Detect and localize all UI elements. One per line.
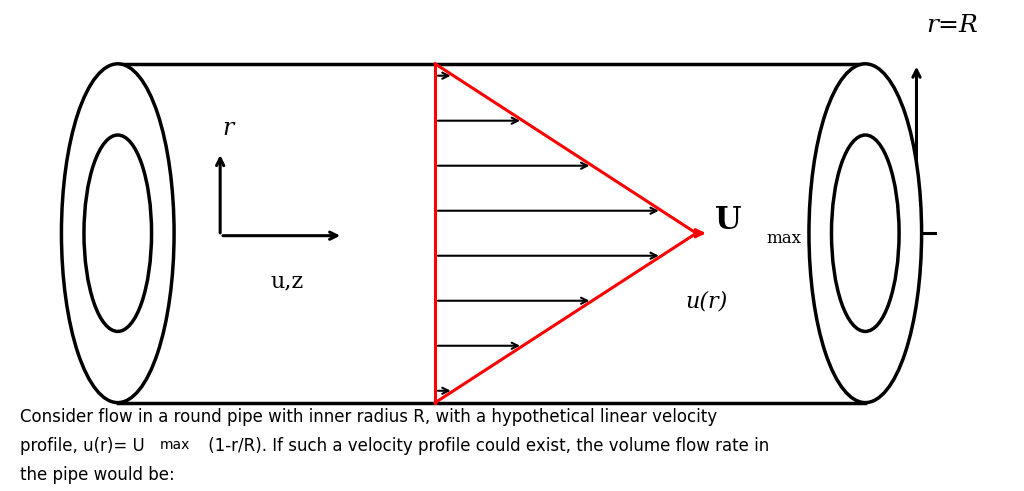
- Text: u,z: u,z: [270, 270, 303, 292]
- Text: max: max: [160, 438, 190, 453]
- Text: the pipe would be:: the pipe would be:: [20, 466, 175, 485]
- Text: u(r): u(r): [685, 291, 728, 313]
- Ellipse shape: [831, 135, 899, 331]
- Ellipse shape: [61, 64, 174, 403]
- Text: Consider flow in a round pipe with inner radius R, with a hypothetical linear ve: Consider flow in a round pipe with inner…: [20, 408, 718, 426]
- Text: profile, u(r)= U: profile, u(r)= U: [20, 437, 145, 455]
- Text: U: U: [715, 205, 741, 237]
- Text: r=R: r=R: [927, 14, 979, 37]
- Ellipse shape: [84, 135, 152, 331]
- Ellipse shape: [809, 64, 922, 403]
- Text: (1-r/R). If such a velocity profile could exist, the volume flow rate in: (1-r/R). If such a velocity profile coul…: [203, 437, 769, 455]
- Text: max: max: [766, 230, 801, 246]
- Text: r: r: [223, 117, 233, 140]
